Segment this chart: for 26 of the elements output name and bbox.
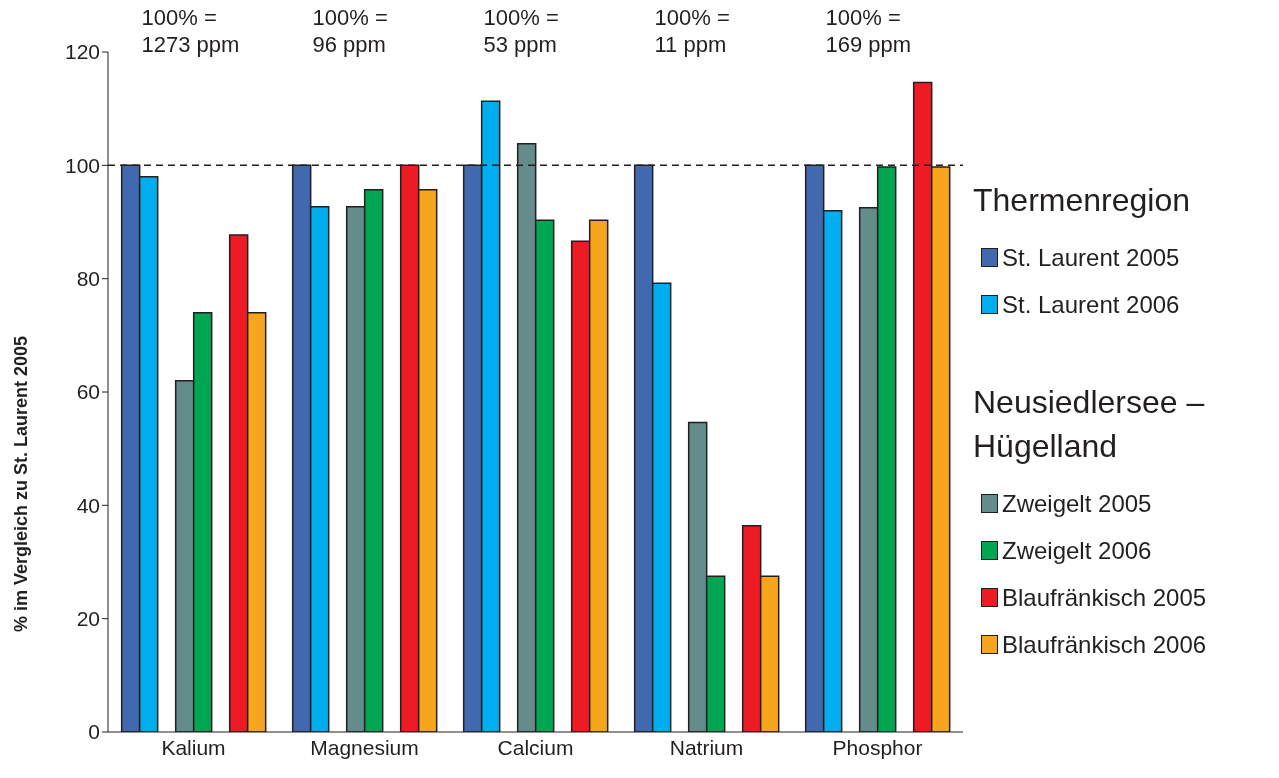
legend-label: Zweigelt 2005 [1002, 489, 1152, 518]
y-tick-label: 60 [76, 380, 100, 404]
text: Neusiedlersee – Hügelland [973, 384, 1205, 464]
y-tick-label: 40 [76, 493, 100, 517]
annotation: 100% = 1273 ppm [140, 4, 241, 58]
annotation: 100% = 96 ppm [311, 4, 389, 58]
y-tick-label: 100 [64, 153, 100, 177]
y-tick-label: 20 [76, 607, 100, 631]
x-tick-label: Kalium [161, 735, 226, 759]
y-tick-label: 0 [88, 720, 100, 744]
annotation: 100% = 169 ppm [824, 4, 913, 58]
text: Thermenregion [973, 182, 1190, 218]
x-tick-label: Phosphor [832, 735, 923, 759]
x-tick-label: Natrium [669, 735, 744, 759]
x-tick-label: Magnesium [310, 735, 419, 759]
y-tick-label: 120 [64, 40, 100, 64]
y-tick-label: 80 [76, 267, 100, 291]
legend-label: Blaufränkisch 2006 [1002, 630, 1207, 659]
annotation: 100% = 11 ppm [653, 4, 731, 58]
y-axis-title: % im Vergleich zu St. Laurent 2005 [11, 335, 32, 632]
legend-label: St. Laurent 2005 [1002, 243, 1180, 272]
legend-label: Blaufränkisch 2005 [1002, 583, 1207, 612]
legend-label: St. Laurent 2006 [1002, 290, 1180, 319]
annotation: 100% = 53 ppm [482, 4, 560, 58]
legend-label: Zweigelt 2006 [1002, 536, 1152, 565]
x-tick-label: Calcium [497, 735, 574, 759]
